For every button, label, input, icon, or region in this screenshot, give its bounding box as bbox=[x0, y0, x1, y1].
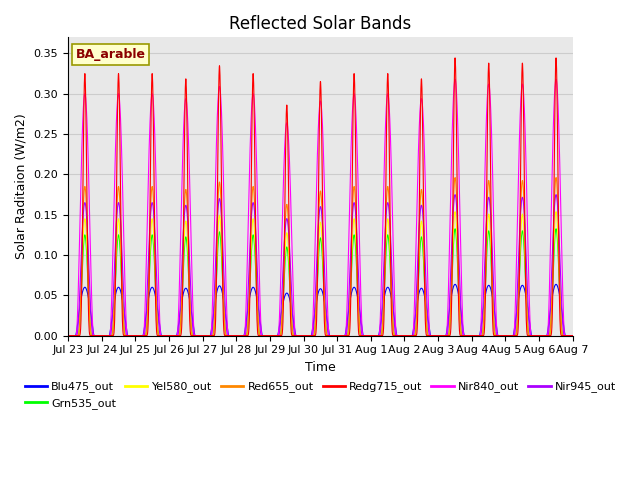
Legend: Blu475_out, Grn535_out, Yel580_out, Red655_out, Redg715_out, Nir840_out, Nir945_: Blu475_out, Grn535_out, Yel580_out, Red6… bbox=[20, 377, 621, 413]
Text: BA_arable: BA_arable bbox=[76, 48, 145, 61]
Y-axis label: Solar Raditaion (W/m2): Solar Raditaion (W/m2) bbox=[15, 114, 28, 259]
X-axis label: Time: Time bbox=[305, 361, 336, 374]
Title: Reflected Solar Bands: Reflected Solar Bands bbox=[229, 15, 412, 33]
